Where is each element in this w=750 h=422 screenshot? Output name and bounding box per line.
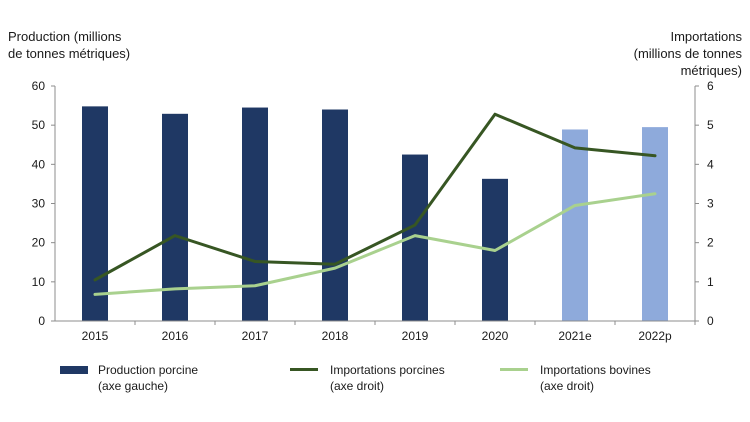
x-tick-label-2021e: 2021e xyxy=(558,329,592,343)
x-tick-label-2020: 2020 xyxy=(482,329,509,343)
left-tick-label: 60 xyxy=(32,79,46,93)
left-tick-label: 0 xyxy=(38,314,45,328)
right-tick-label: 2 xyxy=(707,236,714,250)
legend-label-importations-bovines: Importations bovines xyxy=(540,363,651,377)
bar-2022p xyxy=(642,127,668,321)
left-tick-label: 40 xyxy=(32,157,46,171)
right-tick-label: 4 xyxy=(707,157,714,171)
x-tick-label-2018: 2018 xyxy=(322,329,349,343)
x-tick-label-2022p: 2022p xyxy=(638,329,672,343)
left-axis-title: Production (millions de tonnes métriques… xyxy=(8,28,130,62)
left-axis-title-line1: Production (millions xyxy=(8,29,122,44)
series-line-importations-bovines xyxy=(93,192,657,296)
right-axis-title-line1: Importations xyxy=(670,29,742,44)
left-tick-label: 50 xyxy=(32,118,46,132)
right-tick-label: 6 xyxy=(707,79,714,93)
x-tick-label-2019: 2019 xyxy=(402,329,429,343)
right-tick-label: 5 xyxy=(707,118,714,132)
legend-sublabel-importations-porcines: (axe droit) xyxy=(330,379,385,393)
right-axis-title: Importations (millions de tonnes métriqu… xyxy=(634,28,742,79)
right-tick-label: 3 xyxy=(707,197,714,211)
right-tick-label: 1 xyxy=(707,275,714,289)
right-axis-title-line2: (millions de tonnes xyxy=(633,46,742,61)
bar-2015 xyxy=(82,106,108,321)
legend-label-importations-porcines: Importations porcines xyxy=(330,363,445,377)
combo-chart: 0 10 20 30 40 50 60 0 1 2 3 4 5 6 2015 2016 2017 2018 2019… xyxy=(32,79,714,343)
left-axis-title-line2: de tonnes métriques) xyxy=(8,46,131,61)
bar-2017 xyxy=(242,107,268,322)
legend-swatch-importations-porcines xyxy=(290,368,318,371)
x-tick-label-2015: 2015 xyxy=(82,329,109,343)
left-tick-label: 20 xyxy=(32,236,46,250)
legend-label-production-porcine: Production porcine xyxy=(98,363,199,377)
legend-sublabel-importations-bovines: (axe droit) xyxy=(540,379,595,393)
x-tick-label-2016: 2016 xyxy=(162,329,189,343)
legend-swatch-importations-bovines xyxy=(500,368,528,371)
bar-2021e xyxy=(562,129,588,321)
bar-2018 xyxy=(322,109,348,321)
x-tick-label-2017: 2017 xyxy=(242,329,269,343)
legend: Production porcine (axe gauche) Importat… xyxy=(0,362,750,402)
legend-sublabel-production-porcine: (axe gauche) xyxy=(98,379,169,393)
series-line-importations-porcines xyxy=(93,112,657,282)
right-axis-title-line3: métriques) xyxy=(680,63,742,78)
right-tick-label: 0 xyxy=(707,314,714,328)
left-tick-label: 30 xyxy=(32,197,46,211)
legend-swatch-production-porcine xyxy=(60,366,88,374)
bar-2016 xyxy=(162,113,188,321)
left-tick-label: 10 xyxy=(32,275,46,289)
